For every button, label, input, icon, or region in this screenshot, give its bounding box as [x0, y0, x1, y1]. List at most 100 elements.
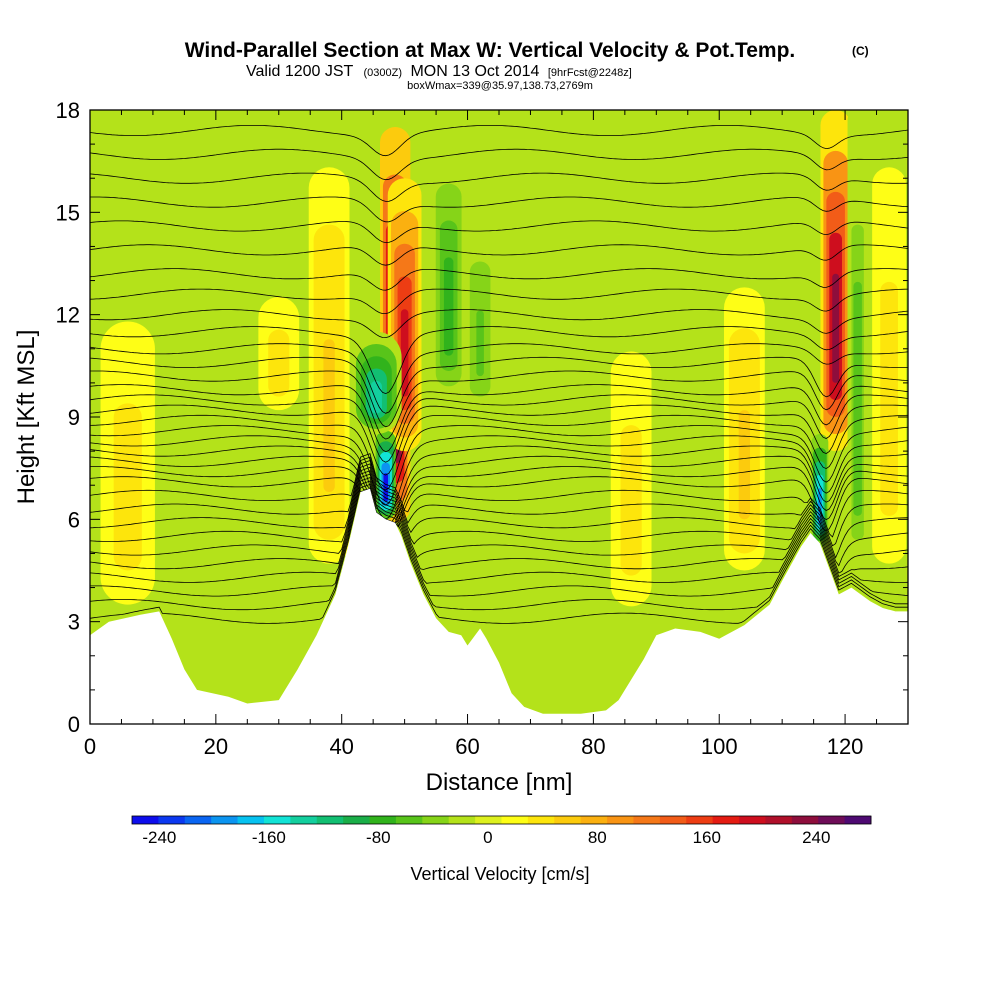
valid-date: MON 13 Oct 2014 — [410, 63, 539, 80]
w-feature-9 — [308, 167, 350, 564]
colorbar-swatch — [607, 816, 634, 824]
w-feature-14 — [872, 167, 907, 564]
theta-contour — [90, 309, 908, 339]
w-band — [443, 257, 454, 356]
colorbar-swatch — [422, 816, 450, 824]
colorbar-swatch — [448, 816, 476, 824]
theta-contour — [90, 148, 908, 181]
colorbar-swatch — [554, 816, 582, 824]
valid-prefix: Valid 1200 JST — [246, 63, 354, 80]
valid-time: Valid 1200 JST (0300Z) MON 13 Oct 2014 [… — [246, 63, 632, 80]
colorbar-swatch — [712, 816, 740, 824]
w-band — [273, 346, 285, 390]
theta-contour — [90, 483, 908, 624]
colorbar-swatch — [686, 816, 714, 824]
theta-contour — [90, 476, 908, 532]
vertical-velocity-field — [100, 110, 907, 607]
colorbar-swatch — [263, 816, 291, 824]
colorbar-swatch — [765, 816, 793, 824]
theta-contour — [90, 172, 908, 202]
theta-contour — [90, 463, 908, 567]
theta-contour — [90, 268, 908, 291]
theta-contour — [90, 466, 908, 524]
theta-contour — [90, 196, 908, 223]
w-band — [120, 444, 136, 554]
theta-contour — [90, 343, 908, 414]
colorbar-label: Vertical Velocity [cm/s] — [410, 864, 589, 884]
colorbar-swatch — [501, 816, 529, 824]
theta-contour — [90, 356, 908, 428]
colorbar-swatch — [527, 816, 555, 824]
y-axis-label: Height [Kft MSL] — [13, 330, 40, 505]
theta-contour — [90, 425, 908, 506]
x-tick-label: 0 — [84, 734, 96, 759]
x-tick-label: 40 — [329, 734, 353, 759]
colorbar-swatch — [739, 816, 766, 824]
terrain — [90, 488, 908, 724]
theta-contour — [90, 453, 908, 538]
plot-area — [90, 110, 908, 724]
theta-contour — [90, 244, 908, 266]
w-band — [625, 462, 637, 561]
theta-contour — [90, 404, 908, 476]
colorbar-tick-label: 240 — [802, 828, 830, 847]
x-tick-label: 100 — [701, 734, 738, 759]
w-band — [855, 339, 860, 493]
colorbar-swatch — [158, 816, 186, 824]
theta-contour — [90, 435, 908, 520]
colorbar-swatch — [237, 816, 265, 824]
colorbar-swatch — [316, 816, 344, 824]
theta-contour — [90, 466, 908, 574]
colorbar-tick-label: -240 — [142, 828, 176, 847]
w-band — [884, 339, 894, 493]
colorbar-swatch — [791, 816, 819, 824]
colorbar-frame — [131, 815, 872, 825]
theta-contour — [90, 414, 908, 491]
chart-title: Wind-Parallel Section at Max W: Vertical… — [185, 39, 796, 62]
colorbar-swatch — [633, 816, 661, 824]
y-tick-label: 6 — [68, 507, 80, 532]
theta-contour — [90, 473, 908, 584]
colorbar-swatch — [580, 816, 608, 824]
colorbar-swatch — [369, 816, 397, 824]
x-tick-label: 20 — [204, 734, 228, 759]
colorbar-swatch — [132, 816, 159, 824]
colorbar-tick-label: 0 — [483, 828, 492, 847]
potential-temperature-contours — [90, 125, 908, 624]
colorbar-swatch — [343, 816, 370, 824]
w-feature-13 — [724, 287, 765, 571]
copyright-mark: (C) — [852, 44, 869, 58]
w-band — [476, 310, 484, 377]
x-tick-label: 60 — [455, 734, 479, 759]
colorbar-tick-label: 160 — [693, 828, 721, 847]
w-feature-10 — [100, 321, 155, 605]
box-info: boxWmax=339@35.97,138.73,2769m — [407, 80, 593, 92]
theta-contour — [90, 455, 908, 524]
w-feature-4 — [820, 110, 851, 452]
theta-contour — [90, 125, 908, 157]
y-tick-label: 15 — [56, 200, 80, 225]
theta-contour — [90, 288, 908, 314]
w-feature-11 — [258, 296, 300, 411]
w-band — [738, 410, 751, 520]
colorbar-swatch — [184, 816, 212, 824]
w-feature-8 — [466, 236, 494, 407]
theta-contour — [90, 445, 908, 523]
theta-contour — [90, 459, 908, 559]
colorbar-swatch — [211, 816, 238, 824]
colorbar: -240 -160 -80 0 80 160 240 — [131, 815, 872, 847]
theta-contour — [90, 480, 908, 611]
w-feature-7 — [427, 110, 470, 417]
colorbar-swatch — [475, 816, 502, 824]
theta-contour — [90, 470, 908, 578]
colorbar-swatch — [844, 816, 872, 824]
colorbar-tick-label: 80 — [588, 828, 607, 847]
y-tick-label: 3 — [68, 610, 80, 635]
x-tick-label: 80 — [581, 734, 605, 759]
colorbar-swatch — [659, 816, 687, 824]
forecast-info: [9hrFcst@2248z] — [548, 67, 632, 79]
theta-contour — [90, 384, 908, 453]
theta-contour — [90, 456, 908, 547]
y-tick-label: 18 — [56, 98, 80, 123]
